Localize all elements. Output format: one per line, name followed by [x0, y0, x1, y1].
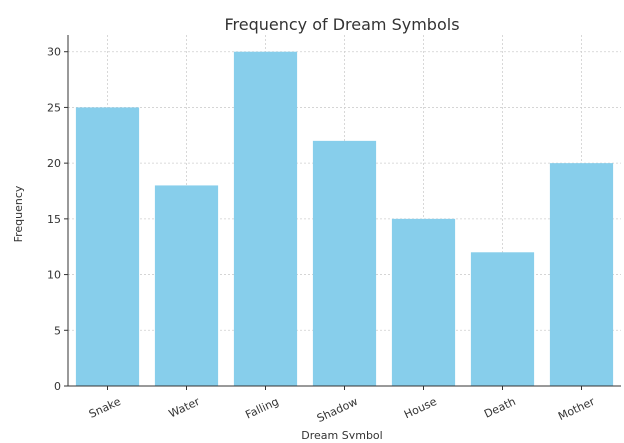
y-tick-label: 10 [47, 269, 61, 282]
chart-title: Frequency of Dream Symbols [224, 15, 459, 34]
x-ticks: Snake Water Falling Shadow House Death Mother [87, 386, 597, 425]
x-tick-label: Shadow [315, 395, 360, 425]
x-tick-label: Water [167, 395, 202, 421]
x-tick-label: House [402, 395, 439, 421]
y-tick-label: 30 [47, 46, 61, 59]
bar-shadow [312, 140, 377, 386]
x-axis-label: Dream Symbol [301, 429, 382, 439]
y-ticks: 0 5 10 15 20 25 30 [47, 46, 68, 393]
y-tick-label: 15 [47, 213, 61, 226]
x-tick-label: Snake [87, 395, 123, 421]
bars [75, 51, 614, 386]
bar-snake [75, 107, 140, 386]
y-tick-label: 20 [47, 157, 61, 170]
y-tick-label: 5 [54, 324, 61, 337]
bar-mother [549, 163, 614, 386]
y-tick-label: 0 [54, 380, 61, 393]
x-tick-label: Falling [243, 395, 280, 422]
bar-death [470, 252, 535, 386]
y-tick-label: 25 [47, 101, 61, 114]
x-tick-label: Death [482, 395, 518, 421]
bar-water [154, 185, 219, 386]
bar-house [391, 218, 456, 386]
bar-falling [233, 51, 298, 386]
x-tick-label: Mother [556, 395, 597, 423]
y-axis-label: Frequency [12, 185, 25, 242]
